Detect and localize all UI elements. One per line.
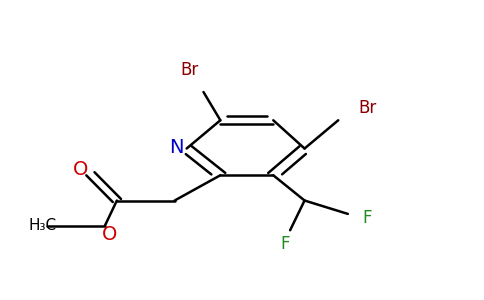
Text: O: O xyxy=(73,160,89,179)
Text: H₃C: H₃C xyxy=(28,218,56,233)
Text: F: F xyxy=(281,235,290,253)
Text: F: F xyxy=(363,209,372,227)
Text: N: N xyxy=(169,137,183,157)
Text: Br: Br xyxy=(358,99,376,117)
Text: Br: Br xyxy=(180,61,198,79)
Text: O: O xyxy=(102,225,117,244)
